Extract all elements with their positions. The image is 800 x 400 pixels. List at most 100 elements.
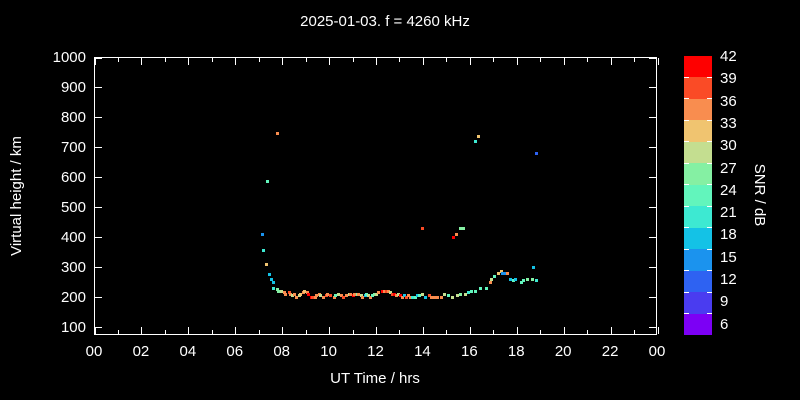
data-point: [260, 232, 264, 236]
y-tick: [649, 177, 656, 179]
x-tick: [305, 330, 307, 334]
data-point: [295, 295, 299, 299]
data-point: [452, 236, 456, 240]
y-tick: [649, 327, 656, 329]
data-point: [277, 289, 281, 293]
colorbar-tick-label: 21: [720, 204, 737, 222]
data-point: [462, 226, 466, 230]
data-point: [303, 290, 307, 294]
data-point: [512, 279, 516, 283]
x-tick: [399, 58, 401, 62]
data-point: [391, 292, 395, 296]
data-point: [317, 293, 321, 297]
data-point: [501, 271, 505, 275]
colorbar-segment: [684, 292, 712, 315]
data-point: [344, 294, 348, 298]
colorbar-segment: [684, 77, 712, 100]
x-tick: [141, 58, 143, 65]
colorbar-segment: [684, 249, 712, 272]
data-point: [458, 226, 462, 230]
y-tick: [95, 327, 102, 329]
data-point: [361, 295, 365, 299]
data-point: [297, 294, 301, 298]
colorbar-tick: [684, 270, 689, 272]
data-point: [367, 294, 371, 298]
x-tick-label: 00: [85, 343, 103, 360]
data-point: [439, 295, 443, 299]
colorbar-tick-label: 12: [720, 271, 737, 288]
x-tick: [282, 58, 284, 65]
colorbar-tick: [707, 184, 712, 186]
data-point: [414, 295, 418, 299]
data-point: [403, 294, 407, 298]
colorbar-segment: [684, 163, 712, 186]
data-point: [407, 294, 411, 298]
data-point: [305, 291, 309, 295]
data-point: [375, 292, 379, 296]
data-point: [405, 295, 409, 299]
y-tick-label: 700: [60, 138, 86, 156]
y-tick: [95, 207, 102, 209]
data-point: [329, 294, 333, 298]
x-axis-label: UT Time / hrs: [330, 370, 420, 387]
data-point: [324, 294, 328, 298]
y-tick: [649, 267, 656, 269]
data-point: [522, 279, 526, 283]
data-point: [393, 293, 397, 297]
x-tick: [399, 330, 401, 334]
colorbar-tick: [707, 76, 712, 78]
x-tick: [282, 327, 284, 334]
y-tick-label: 200: [60, 288, 86, 306]
data-point: [353, 293, 357, 297]
colorbar-tick-label: 36: [720, 92, 737, 110]
x-tick: [657, 58, 659, 65]
data-point: [373, 293, 377, 297]
data-point: [459, 293, 463, 297]
x-tick: [610, 327, 612, 334]
x-tick: [352, 58, 354, 62]
x-tick: [516, 58, 518, 65]
y-tick: [649, 117, 656, 119]
x-tick: [94, 327, 96, 334]
x-tick-label: 16: [460, 343, 478, 360]
data-point: [275, 132, 279, 136]
data-point: [455, 233, 459, 237]
x-tick: [188, 327, 190, 334]
data-point: [401, 295, 405, 299]
data-point: [334, 294, 338, 298]
x-tick: [141, 327, 143, 334]
x-tick: [634, 330, 636, 334]
colorbar-tick: [684, 184, 689, 186]
data-point: [266, 180, 270, 184]
data-point: [479, 287, 483, 291]
data-point: [399, 294, 403, 298]
data-point: [363, 294, 367, 298]
data-point: [299, 292, 303, 296]
x-tick-label: 14: [414, 343, 431, 360]
data-point: [385, 289, 389, 293]
data-point: [347, 292, 351, 296]
data-point: [532, 265, 536, 269]
x-tick-label: 20: [554, 343, 572, 360]
data-point: [490, 277, 494, 281]
data-point: [271, 280, 275, 284]
data-point: [446, 294, 450, 298]
colorbar-tick-label: 18: [720, 226, 737, 244]
data-point: [355, 292, 359, 296]
plot-area: [94, 57, 659, 335]
data-point: [395, 294, 399, 298]
y-tick: [649, 207, 656, 209]
x-tick: [446, 330, 448, 334]
colorbar-tick-label: 15: [720, 248, 737, 266]
colorbar-tick-label: 6: [720, 315, 729, 333]
y-tick: [649, 297, 656, 299]
colorbar-tick: [707, 270, 712, 272]
data-point: [496, 271, 500, 275]
x-tick-label: 22: [601, 343, 619, 360]
data-point: [315, 294, 319, 298]
y-tick-label: 900: [60, 78, 86, 96]
x-tick: [258, 330, 260, 334]
y-tick: [95, 117, 102, 119]
x-tick: [117, 58, 119, 62]
data-point: [326, 293, 330, 297]
